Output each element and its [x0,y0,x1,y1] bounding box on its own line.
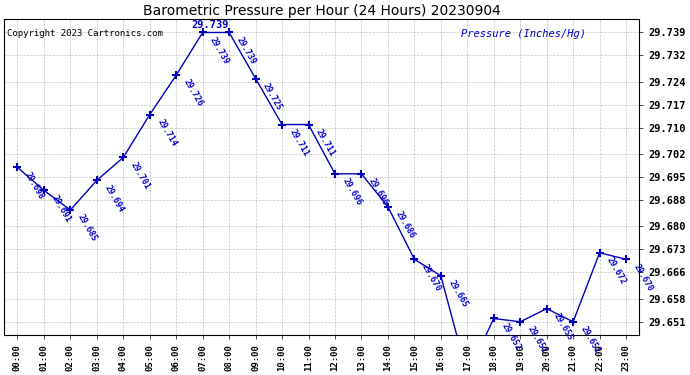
Text: 29.691: 29.691 [50,193,72,224]
Text: 29.655: 29.655 [552,311,575,342]
Text: Pressure (Inches/Hg): Pressure (Inches/Hg) [462,29,586,39]
Text: 29.652: 29.652 [500,321,522,352]
Text: 29.670: 29.670 [631,262,654,292]
Text: 29.739: 29.739 [192,20,229,30]
Text: 29.672: 29.672 [605,255,628,286]
Text: 29.696: 29.696 [341,177,364,207]
Text: 29.725: 29.725 [261,81,284,112]
Text: 29.711: 29.711 [288,127,310,158]
Text: 29.698: 29.698 [23,170,46,201]
Text: 29.665: 29.665 [446,279,469,309]
Text: 29.686: 29.686 [393,210,416,240]
Text: 29.696: 29.696 [367,177,390,207]
Text: 29.739: 29.739 [235,35,257,66]
Text: 29.711: 29.711 [314,127,337,158]
Title: Barometric Pressure per Hour (24 Hours) 20230904: Barometric Pressure per Hour (24 Hours) … [143,4,501,18]
Text: Copyright 2023 Cartronics.com: Copyright 2023 Cartronics.com [8,29,164,38]
Text: 29.651: 29.651 [579,324,602,355]
Text: 29.701: 29.701 [129,160,152,190]
Text: 29.714: 29.714 [155,117,178,148]
Text: 29.685: 29.685 [76,213,99,243]
Text: 29.739: 29.739 [208,35,231,66]
Text: 29.670: 29.670 [420,262,443,292]
Text: 29.694: 29.694 [102,183,125,214]
Text: 29.651: 29.651 [526,324,549,355]
Text: 29.635: 29.635 [0,374,1,375]
Text: 29.726: 29.726 [181,78,204,108]
